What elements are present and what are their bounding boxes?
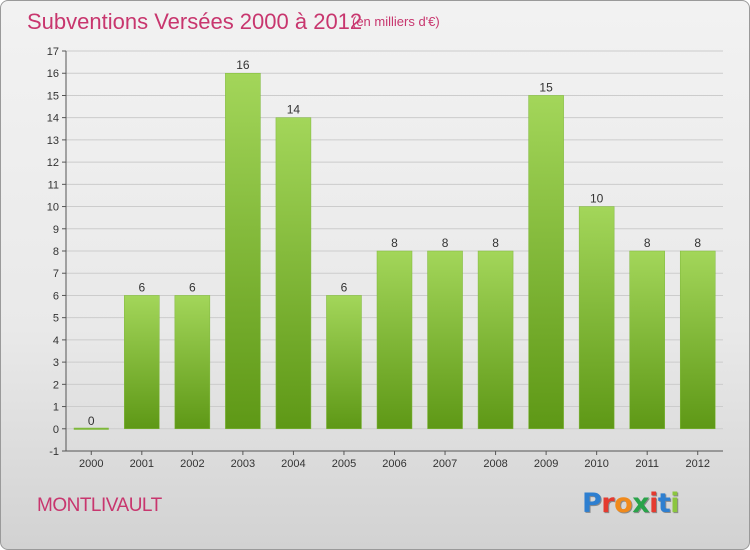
proxiti-logo[interactable]: Proxiti — [582, 488, 680, 519]
bar-2008 — [477, 250, 514, 430]
y-tick-label: 12 — [47, 157, 59, 169]
logo-letter: r — [601, 488, 615, 519]
bar-2012 — [679, 250, 716, 430]
data-label-2009: 15 — [539, 80, 553, 94]
data-label-2012: 8 — [694, 236, 701, 250]
data-label-2011: 8 — [644, 236, 651, 250]
bar-2010 — [578, 206, 615, 430]
y-tick-label: 7 — [53, 268, 59, 280]
bar-2011 — [629, 250, 665, 430]
data-label-2000: 0 — [88, 414, 95, 428]
logo-letter: P — [582, 488, 602, 519]
y-tick-label: 0 — [53, 424, 59, 436]
data-label-2008: 8 — [492, 236, 499, 250]
y-tick-label: 1 — [53, 402, 59, 414]
logo-letter: i — [649, 488, 658, 519]
y-tick-label: 11 — [48, 179, 59, 191]
y-tick-label: 17 — [47, 46, 59, 58]
data-label-2002: 6 — [189, 280, 196, 294]
x-tick-label-2009: 2009 — [534, 458, 558, 470]
bar-2002 — [174, 295, 211, 430]
chart-title: Subventions Versées 2000 à 2012 — [27, 9, 363, 34]
y-tick-label: 13 — [47, 135, 59, 147]
y-tick-label: 15 — [47, 90, 59, 102]
x-tick-label-2008: 2008 — [483, 458, 507, 470]
bar-2004 — [275, 117, 312, 430]
data-label-2003: 16 — [236, 58, 250, 72]
logo-letter: t — [657, 488, 671, 519]
x-tick-label-2003: 2003 — [231, 458, 255, 470]
y-tick-label: -1 — [49, 446, 59, 458]
data-label-2005: 6 — [341, 280, 348, 294]
data-label-2010: 10 — [590, 192, 604, 206]
x-tick-label-2000: 2000 — [79, 458, 103, 470]
bar-2003 — [225, 72, 261, 430]
x-tick-label-2012: 2012 — [685, 458, 709, 470]
logo-letter: i — [670, 488, 680, 519]
data-label-2007: 8 — [442, 236, 449, 250]
y-tick-label: 14 — [47, 113, 59, 125]
y-tick-label: 2 — [53, 379, 59, 391]
x-tick-label-2004: 2004 — [281, 458, 305, 470]
y-tick-label: 6 — [53, 290, 59, 302]
logo-letter: x — [632, 488, 650, 519]
x-tick-label-2005: 2005 — [332, 458, 356, 470]
logo-letter: o — [614, 488, 633, 519]
data-label-2001: 6 — [138, 280, 145, 294]
y-tick-label: 4 — [53, 335, 59, 347]
bar-2005 — [326, 295, 362, 430]
bar-2009 — [528, 95, 564, 430]
x-tick-label-2006: 2006 — [382, 458, 406, 470]
axes — [62, 50, 723, 455]
chart-subtitle: (en milliers d'€) — [352, 14, 440, 29]
y-tick-label: 3 — [53, 357, 59, 369]
y-tick-label: 8 — [53, 246, 59, 258]
data-label-2004: 14 — [287, 103, 301, 117]
data-label-2006: 8 — [391, 236, 398, 250]
bar-2006 — [376, 250, 413, 430]
x-tick-label-2010: 2010 — [584, 458, 608, 470]
y-tick-label: 5 — [53, 313, 59, 325]
y-tick-label: 16 — [47, 68, 59, 80]
bars — [73, 72, 716, 430]
x-tick-label-2011: 2011 — [635, 458, 659, 470]
x-tick-label-2007: 2007 — [433, 458, 457, 470]
commune-name: MONTLIVAULT — [37, 495, 162, 516]
y-tick-label: 10 — [47, 202, 59, 214]
x-tick-label-2002: 2002 — [180, 458, 204, 470]
bar-2001 — [124, 295, 160, 430]
y-tick-label: 9 — [53, 224, 59, 236]
labels: -101234567891011121314151617020006200162… — [47, 46, 710, 470]
x-tick-label-2001: 2001 — [130, 458, 154, 470]
bar-2007 — [427, 250, 463, 430]
